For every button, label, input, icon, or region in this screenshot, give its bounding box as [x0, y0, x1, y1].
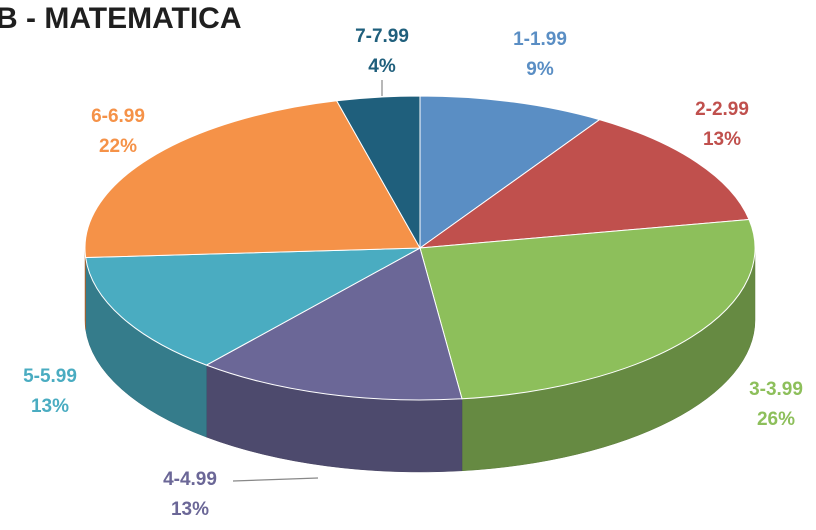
- pie-slice: [335, 95, 421, 250]
- pie-slice: [419, 218, 756, 400]
- pie-slice: [205, 247, 463, 401]
- slice-value-label: 26%: [757, 409, 795, 430]
- slice-side: [84, 247, 86, 330]
- slice-value-label: 9%: [526, 59, 554, 80]
- pie-slice: [418, 119, 750, 249]
- slice-value-label: 22%: [99, 136, 137, 157]
- pie-slice: [419, 95, 601, 249]
- slice-label: 5-5.99: [23, 366, 77, 387]
- slice-value-label: 13%: [171, 499, 209, 520]
- slice-label: 2-2.99: [695, 99, 749, 120]
- slice-value-label: 4%: [368, 56, 396, 77]
- pie-slice: [84, 100, 421, 259]
- slice-label: 4-4.99: [163, 469, 217, 490]
- slice-label: 3-3.99: [749, 379, 803, 400]
- slice-label: 6-6.99: [91, 106, 145, 127]
- slice-label: 7-7.99: [355, 26, 409, 47]
- slice-value-label: 13%: [31, 396, 69, 417]
- leader-line: [232, 477, 319, 482]
- chart-title: B - MATEMATICA: [0, 2, 242, 35]
- slice-label: 1-1.99: [513, 29, 567, 50]
- slice-value-label: 13%: [703, 129, 741, 150]
- pie-slice: [85, 247, 421, 366]
